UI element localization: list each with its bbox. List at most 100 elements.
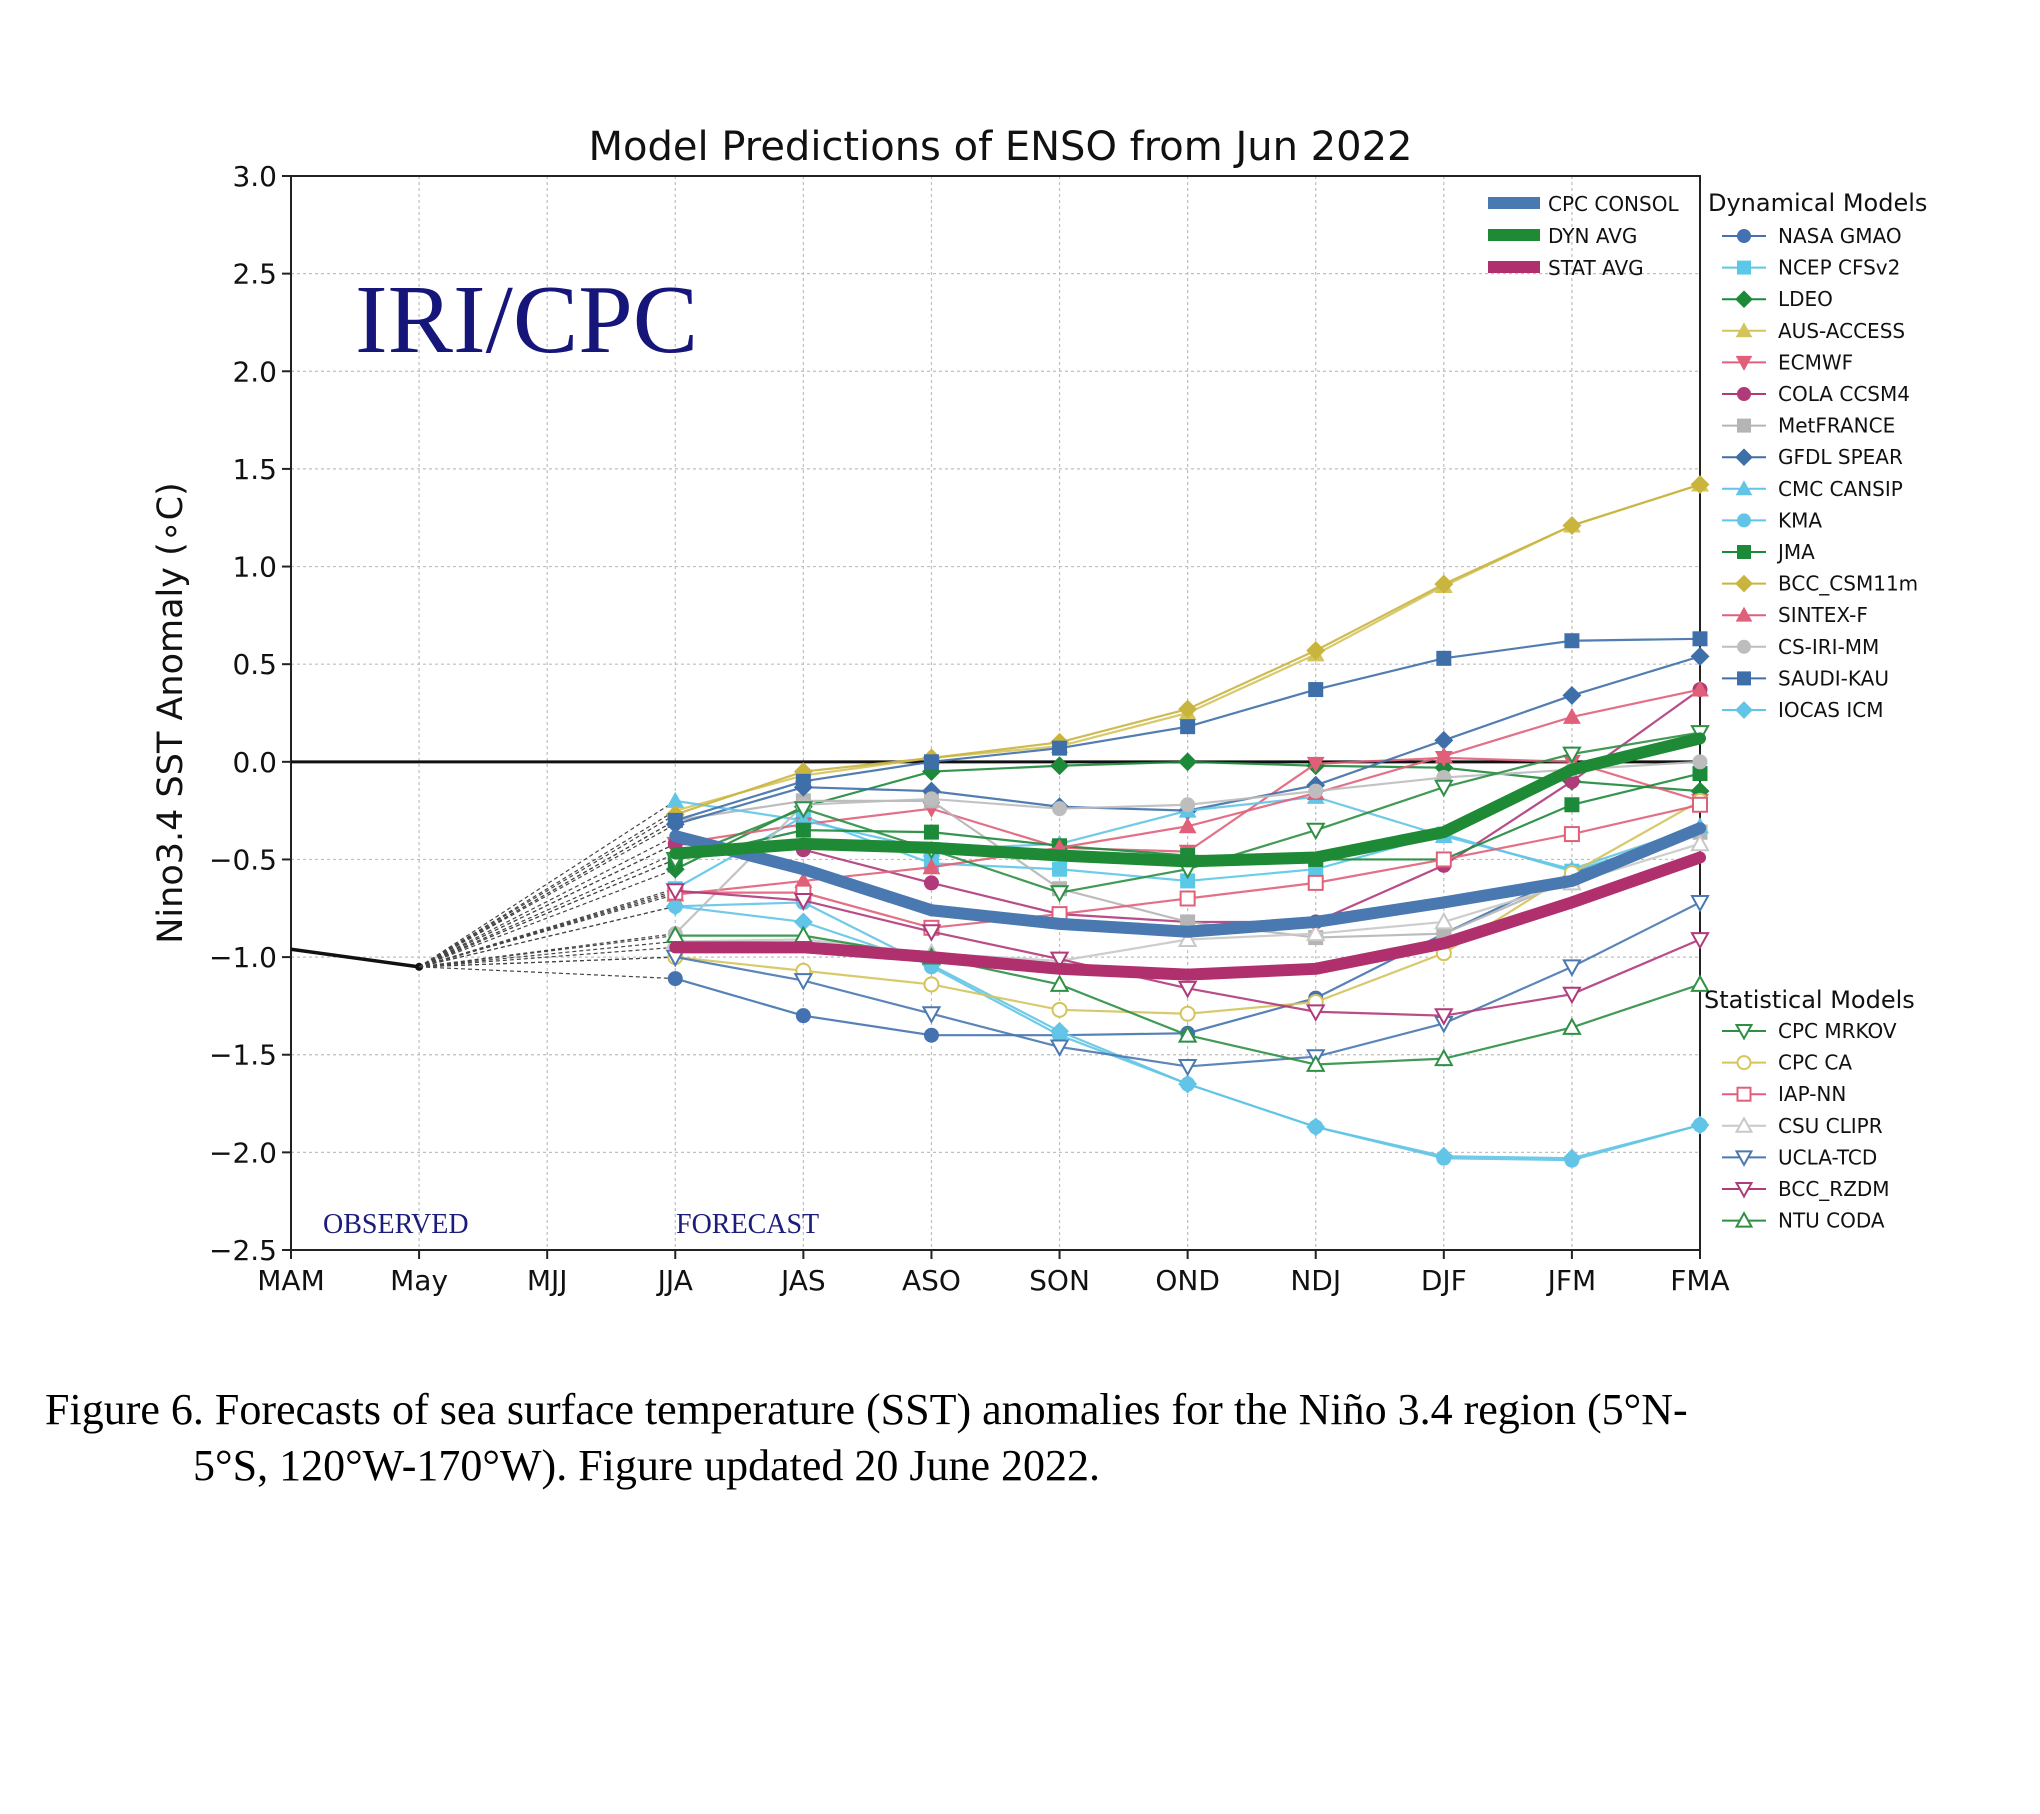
legend-label-dyn-avg: DYN AVG [1548, 224, 1637, 248]
series-point-cs-iri-mm [1692, 754, 1708, 770]
x-tick-label-son: SON [1029, 1264, 1090, 1297]
series-point-ucla-tcd [1049, 1039, 1070, 1058]
series-point-gfdl-spear [1562, 685, 1582, 705]
legend-label-cola-ccsm4: COLA CCSM4 [1778, 382, 1910, 406]
y-tick-label: 2.5 [232, 258, 277, 291]
series-point-gfdl-spear [1434, 730, 1454, 750]
series-point-bcc-csm11m [1434, 574, 1454, 594]
y-tick-label: 3.0 [232, 160, 277, 193]
plume-cpc-consol [418, 835, 676, 968]
series-point-saudi-kau [667, 812, 683, 828]
series-point-cpc-mrkov [1049, 885, 1070, 903]
legend-marker-saudi-kau [1737, 671, 1751, 686]
x-tick-label-aso: ASO [902, 1264, 961, 1297]
legend-label-cpc-ca: CPC CA [1778, 1051, 1852, 1075]
series-point-ntu-coda [1434, 1048, 1454, 1067]
series-point-sintex-f [1434, 746, 1453, 763]
series-point-cs-iri-mm [923, 791, 939, 807]
legend-marker-cpc-mrkov [1734, 1024, 1754, 1041]
plume-ncep-cfsv2 [418, 888, 676, 968]
series-point-saudi-kau [1564, 633, 1580, 649]
series-point-bcc-rzdm [665, 883, 686, 901]
series-point-bcc-csm11m [1562, 516, 1582, 535]
plume-nasa-gmao [419, 966, 676, 980]
legend-marker-ldeo [1735, 290, 1753, 309]
legend-marker-iap-nn [1736, 1086, 1752, 1102]
series-point-bcc-rzdm [1562, 986, 1582, 1005]
series-point-nasa-gmao [667, 971, 683, 987]
series-point-sintex-f [922, 858, 941, 875]
series-point-jma [1564, 797, 1580, 813]
legend-marker-aus-access [1735, 322, 1753, 338]
series-point-bcc-rzdm [793, 893, 814, 911]
series-point-cpc-mrkov [793, 801, 814, 819]
legend-label-kma: KMA [1778, 508, 1822, 532]
legend-label-ucla-tcd: UCLA-TCD [1778, 1145, 1877, 1169]
series-point-ucla-tcd [1177, 1059, 1198, 1077]
series-point-cpc-ca [1051, 1001, 1068, 1018]
legend-marker-bcc-csm11m [1735, 574, 1753, 593]
plume-ntu-coda [419, 935, 676, 968]
observed-label: OBSERVED [323, 1209, 469, 1240]
series-point-saudi-kau [1308, 682, 1324, 698]
avg-line-cpc-consol [669, 822, 1706, 938]
series-bcc-rzdm [665, 883, 1710, 1026]
series-point-saudi-kau [1180, 719, 1196, 735]
plume-cpc-mrkov [418, 858, 676, 968]
series-point-bcc-rzdm [1049, 951, 1070, 970]
legend-marker-iocas-icm [1735, 701, 1753, 719]
y-tick-label: 2.0 [232, 355, 277, 388]
chart-title: Model Predictions of ENSO from Jun 2022 [589, 124, 1413, 170]
legend-label-iap-nn: IAP-NN [1778, 1082, 1846, 1106]
y-tick-label: −2.5 [209, 1234, 277, 1267]
plume-ldeo [418, 868, 676, 968]
y-tick-label: 1.0 [232, 551, 277, 584]
y-axis-label: Nino3.4 SST Anomaly (∘C) [151, 482, 191, 944]
legend-marker-metfrance [1737, 418, 1751, 433]
iri-cpc-watermark: IRI/CPC [355, 266, 698, 374]
axes: 3.0 2.5 2.0 1.5 1.0 0.5 0.0 −0.5 −1.0 −1.5 −2.0 −2.… [151, 160, 1730, 1297]
series-point-csu-clipr [1434, 911, 1454, 930]
legend-label-metfrance: MetFRANCE [1778, 414, 1895, 438]
forecast-label: FORECAST [676, 1209, 819, 1240]
series-point-csu-clipr [1177, 929, 1198, 947]
legend-marker-nasa-gmao [1737, 229, 1751, 243]
chart-labels: Model Predictions of ENSO from Jun 2022 I… [323, 124, 1412, 1240]
legend-label-bcc-rzdm: BCC_RZDM [1778, 1177, 1890, 1201]
series-point-bcc-rzdm [1690, 932, 1710, 950]
average-series [669, 732, 1706, 981]
plume-iocas-icm [418, 905, 676, 968]
series-point-iocas-icm [1562, 1148, 1582, 1168]
enso-forecast-chart: 3.0 2.5 2.0 1.5 1.0 0.5 0.0 −0.5 −1.0 −1.5 −2.0 −2.… [151, 124, 1927, 1297]
series-point-ntu-coda [1177, 1025, 1198, 1043]
plume-csu-clipr [419, 940, 676, 968]
series-point-saudi-kau [1052, 740, 1068, 756]
x-tick-label-fma: FMA [1670, 1264, 1729, 1297]
series-point-ldeo [1050, 756, 1070, 776]
plume-saudi-kau [418, 819, 676, 968]
x-tick-label-may: May [390, 1264, 448, 1297]
legend-label-cs-iri-mm: CS-IRI-MM [1778, 635, 1879, 659]
legend-marker-ecmwf [1735, 355, 1753, 371]
legend-marker-ntu-coda [1734, 1211, 1754, 1228]
y-tick-label: −1.0 [209, 941, 277, 974]
series-point-saudi-kau [1692, 631, 1708, 647]
legend-marker-csu-clipr [1734, 1116, 1754, 1133]
series-point-iap-nn [1692, 796, 1708, 813]
caption-line-2: 5°S, 120°W-170°W). Figure updated 20 Jun… [193, 1441, 1101, 1490]
series-point-ucla-tcd [921, 1006, 942, 1024]
series-point-bcc-rzdm [1305, 1004, 1326, 1022]
legend-label-bcc-csm11m: BCC_CSM11m [1778, 572, 1918, 596]
series-point-ntu-coda [1305, 1054, 1326, 1072]
series-point-ldeo [1178, 752, 1198, 772]
series-point-ntu-coda [1562, 1017, 1582, 1035]
x-tick-label-ndj: NDJ [1290, 1264, 1341, 1297]
series-iocas-icm [665, 896, 1710, 1168]
x-tick-label-jas: JAS [779, 1264, 826, 1297]
avg-line-dyn-avg [669, 732, 1706, 868]
legend: CPC CONSOL DYN AVG STAT AVG Dynamical Model… [1488, 189, 1927, 1233]
series-point-nasa-gmao [923, 1027, 939, 1043]
series-point-ntu-coda [1049, 974, 1070, 992]
plume-stat-avg [419, 946, 676, 968]
legend-marker-cpc-ca [1736, 1055, 1752, 1071]
